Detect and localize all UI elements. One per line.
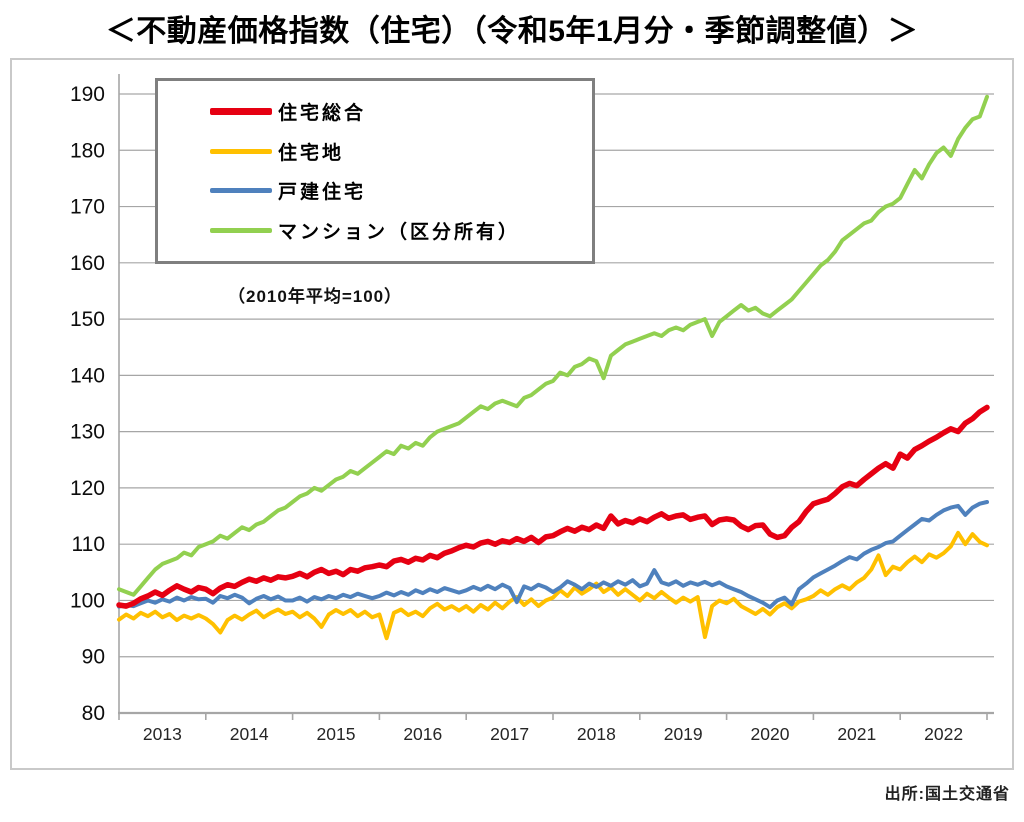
y-tick-label: 100	[70, 589, 105, 612]
line-swatch-red	[210, 107, 272, 115]
series-line-kodate-jutaku	[117, 500, 989, 610]
legend-label: 住宅地	[278, 142, 345, 164]
y-tick-label: 140	[70, 364, 105, 387]
source-credit: 出所:国土交通省	[884, 786, 1010, 803]
x-tick-label: 2013	[143, 724, 182, 744]
x-tick-label: 2019	[664, 724, 703, 744]
y-tick-label: 120	[70, 477, 105, 500]
legend-item-jutaku-sogo: 住宅総合	[210, 98, 592, 125]
x-tick-label: 2014	[230, 724, 269, 744]
legend-item-kodate: 戸建住宅	[210, 177, 592, 204]
y-tick-label: 90	[82, 646, 105, 669]
legend-label: 住宅総合	[278, 102, 367, 124]
chart-legend: 住宅総合 住宅地 戸建住宅 マンション（区分所有）	[155, 78, 595, 264]
base-year-note: （2010年平均=100）	[228, 287, 403, 306]
legend-label: 戸建住宅	[278, 182, 367, 204]
line-swatch-blue	[210, 188, 272, 194]
x-tick-label: 2020	[751, 724, 790, 744]
y-tick-label: 150	[70, 308, 105, 331]
x-tick-label: 2018	[577, 724, 616, 744]
y-tick-label: 160	[70, 252, 105, 275]
legend-item-mansion: マンション（区分所有）	[210, 217, 592, 244]
legend-item-jutakuchi: 住宅地	[210, 138, 592, 165]
y-tick-label: 180	[70, 139, 105, 162]
y-tick-label: 170	[70, 196, 105, 219]
series-line-jutakuchi	[117, 530, 989, 641]
line-swatch-green	[210, 228, 272, 234]
series-line-mansion	[117, 94, 989, 597]
series-line-jutaku-sogo	[116, 404, 990, 609]
x-tick-label: 2021	[837, 724, 876, 744]
y-tick-label: 110	[72, 533, 105, 556]
y-tick-label: 190	[70, 83, 105, 106]
page-title: ＜不動産価格指数（住宅）（令和5年1月分・季節調整値）＞	[105, 15, 919, 48]
x-tick-label: 2015	[317, 724, 356, 744]
x-tick-label: 2022	[924, 724, 963, 744]
x-tick-label: 2017	[490, 724, 529, 744]
line-swatch-yellow	[210, 148, 272, 154]
y-tick-label: 80	[82, 702, 105, 725]
x-tick-label: 2016	[403, 724, 442, 744]
chart-frame: 2013 2014 2015 2016 2017 2018 2019 2020 2021 2022…	[10, 58, 1014, 770]
y-tick-label: 130	[70, 421, 105, 444]
legend-label: マンション（区分所有）	[278, 222, 521, 244]
